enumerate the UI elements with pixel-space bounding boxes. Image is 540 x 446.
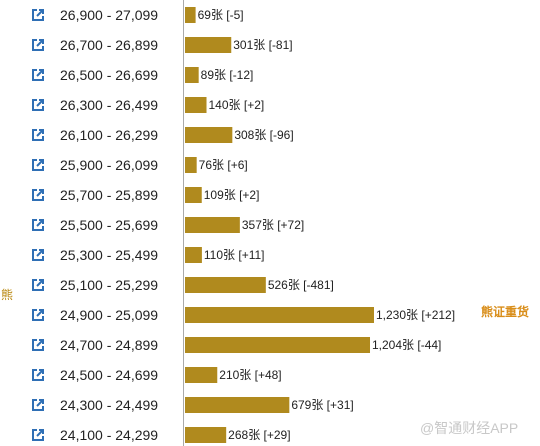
bar	[185, 337, 371, 353]
value-label: 140张 [+2]	[209, 98, 265, 112]
bar	[185, 247, 202, 263]
bar-row: 25,100 - 25,299 526张 [-481]	[32, 277, 334, 293]
external-link-icon[interactable]	[32, 369, 44, 381]
value-label: 69张 [-5]	[198, 8, 244, 22]
value-label: 357张 [+72]	[242, 218, 304, 232]
bar	[185, 307, 374, 323]
bar	[185, 427, 227, 443]
external-link-icon[interactable]	[32, 159, 44, 171]
external-link-icon[interactable]	[32, 279, 44, 291]
bar	[185, 367, 218, 383]
value-label: 210张 [+48]	[219, 368, 281, 382]
value-label: 1,204张 [-44]	[372, 338, 441, 352]
bar-row: 25,900 - 26,099 76张 [+6]	[32, 157, 248, 173]
watermark: @智通财经APP	[420, 420, 519, 436]
external-link-icon[interactable]	[32, 129, 44, 141]
bar	[185, 157, 197, 173]
bar-row: 26,500 - 26,699 89张 [-12]	[32, 67, 254, 83]
value-label: 76张 [+6]	[199, 158, 248, 172]
side-label-right: 熊证重货	[481, 305, 530, 319]
external-link-icon[interactable]	[32, 39, 44, 51]
bar	[185, 97, 207, 113]
bar	[185, 187, 202, 203]
bar-row: 24,100 - 24,299 268张 [+29]	[32, 427, 291, 443]
category-label: 24,700 - 24,899	[60, 337, 158, 353]
bar	[185, 397, 290, 413]
side-label-left: 熊	[1, 288, 14, 302]
bar-row: 26,300 - 26,499 140张 [+2]	[32, 97, 265, 113]
bar	[185, 7, 196, 23]
bar-row: 24,700 - 24,899 1,204张 [-44]	[32, 337, 441, 353]
category-label: 25,900 - 26,099	[60, 157, 158, 173]
category-label: 26,100 - 26,299	[60, 127, 158, 143]
external-link-icon[interactable]	[32, 399, 44, 411]
external-link-icon[interactable]	[32, 99, 44, 111]
bar-row: 26,100 - 26,299 308张 [-96]	[32, 127, 294, 143]
category-label: 25,700 - 25,899	[60, 187, 158, 203]
bar	[185, 277, 266, 293]
bar-row: 25,500 - 25,699 357张 [+72]	[32, 217, 304, 233]
value-label: 89张 [-12]	[201, 68, 254, 82]
bar-row: 24,500 - 24,699 210张 [+48]	[32, 367, 282, 383]
category-label: 24,300 - 24,499	[60, 397, 158, 413]
external-link-icon[interactable]	[32, 429, 44, 441]
value-label: 679张 [+31]	[291, 398, 353, 412]
bar-row: 26,900 - 27,099 69张 [-5]	[32, 7, 244, 23]
bar	[185, 67, 199, 83]
category-label: 26,700 - 26,899	[60, 37, 158, 53]
bar	[185, 37, 232, 53]
category-label: 25,300 - 25,499	[60, 247, 158, 263]
value-label: 1,230张 [+212]	[376, 308, 455, 322]
value-label: 301张 [-81]	[233, 38, 292, 52]
category-label: 24,100 - 24,299	[60, 427, 158, 443]
external-link-icon[interactable]	[32, 69, 44, 81]
category-label: 25,500 - 25,699	[60, 217, 158, 233]
category-label: 24,900 - 25,099	[60, 307, 158, 323]
category-label: 26,500 - 26,699	[60, 67, 158, 83]
value-label: 109张 [+2]	[204, 188, 260, 202]
bar-row: 25,300 - 25,499 110张 [+11]	[32, 247, 265, 263]
category-label: 26,900 - 27,099	[60, 7, 158, 23]
external-link-icon[interactable]	[32, 309, 44, 321]
value-label: 308张 [-96]	[234, 128, 293, 142]
category-label: 26,300 - 26,499	[60, 97, 158, 113]
category-label: 24,500 - 24,699	[60, 367, 158, 383]
external-link-icon[interactable]	[32, 219, 44, 231]
bar-row: 25,700 - 25,899 109张 [+2]	[32, 187, 260, 203]
category-label: 25,100 - 25,299	[60, 277, 158, 293]
bar-row: 24,300 - 24,499 679张 [+31]	[32, 397, 354, 413]
external-link-icon[interactable]	[32, 9, 44, 21]
external-link-icon[interactable]	[32, 339, 44, 351]
bar	[185, 127, 233, 143]
value-label: 110张 [+11]	[204, 248, 265, 262]
bar-row: 26,700 - 26,899 301张 [-81]	[32, 37, 293, 53]
value-label: 526张 [-481]	[268, 278, 334, 292]
bar-row: 24,900 - 25,099 1,230张 [+212]	[32, 307, 455, 323]
bar	[185, 217, 240, 233]
external-link-icon[interactable]	[32, 189, 44, 201]
external-link-icon[interactable]	[32, 249, 44, 261]
value-label: 268张 [+29]	[228, 428, 290, 442]
